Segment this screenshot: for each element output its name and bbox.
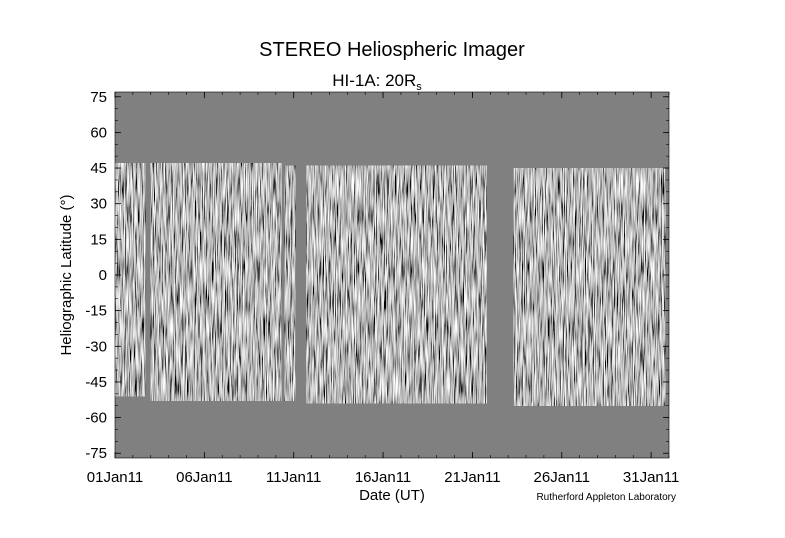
- y-tick-label: -45: [85, 374, 107, 391]
- data-segment-5: [513, 168, 666, 406]
- y-tick-label: -15: [85, 303, 107, 320]
- y-tick-label: 30: [90, 196, 107, 213]
- y-tick-label: -60: [85, 410, 107, 427]
- y-axis: 75 60 45 30 15 0 -15 -30 -45 -60 -75: [85, 89, 669, 462]
- y-tick-label: 15: [90, 231, 107, 248]
- data-segment-1: [115, 163, 146, 397]
- x-tick-label: 16Jan11: [355, 469, 411, 486]
- credit-label: Rutherford Appleton Laboratory: [536, 492, 676, 503]
- chart-title: STEREO Heliospheric Imager: [259, 39, 525, 61]
- x-tick-label: 11Jan11: [266, 469, 321, 486]
- x-tick-label: 26Jan11: [534, 469, 590, 486]
- y-tick-label: -30: [85, 338, 107, 355]
- data-segment-4: [306, 165, 487, 404]
- y-tick-label: 75: [90, 89, 107, 106]
- chart-subtitle-subscript: s: [416, 81, 422, 93]
- y-axis-label: Heliographic Latitude (°): [58, 194, 75, 355]
- data-segment-3: [284, 165, 296, 401]
- y-tick-label: 60: [90, 124, 107, 141]
- x-axis-label: Date (UT): [359, 487, 425, 504]
- chart-subtitle: HI-1A: 20Rs: [332, 71, 422, 93]
- x-tick-label: 06Jan11: [176, 469, 232, 486]
- plot-area: [114, 91, 670, 459]
- y-tick-label: -75: [85, 445, 107, 462]
- chart-subtitle-main: HI-1A: 20R: [332, 71, 416, 90]
- x-tick-label: 01Jan11: [87, 469, 143, 486]
- data-segment-2: [150, 163, 282, 401]
- x-tick-label: 21Jan11: [444, 469, 500, 486]
- x-tick-label: 31Jan11: [623, 469, 679, 486]
- y-tick-label: 45: [90, 160, 107, 177]
- y-tick-label: 0: [99, 267, 107, 284]
- x-axis: 01Jan11 06Jan11 11Jan11 16Jan11 21Jan11 26Jan…: [87, 92, 679, 486]
